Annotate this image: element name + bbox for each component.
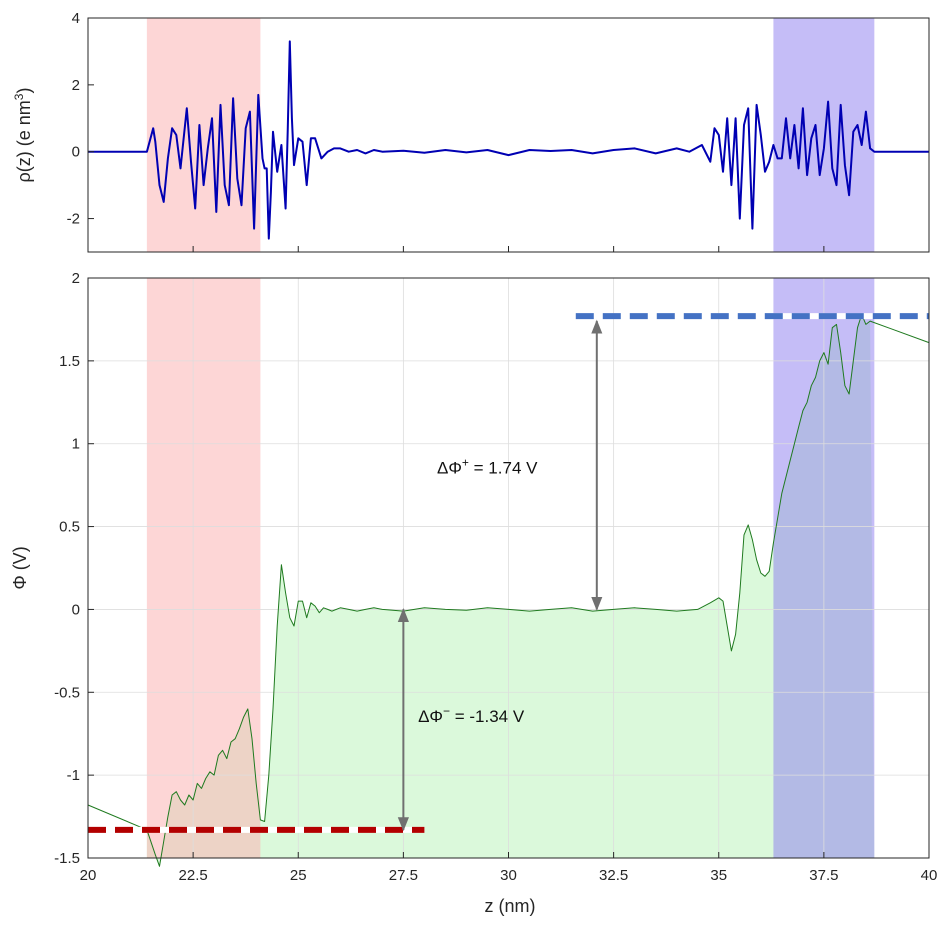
y-tick-label: 0.5 [59, 519, 80, 536]
x-tick-label: 40 [921, 867, 938, 884]
reference-lines [88, 313, 929, 833]
bottom-x-ticks: 20 22.5 25 27.5 30 32.5 35 37.5 40 [80, 852, 938, 884]
y-tick-label: 0 [72, 144, 80, 161]
annotation-delta-phi-plus: ΔΦ+ = 1.74 V [437, 456, 538, 478]
y-tick-label: 1 [72, 436, 80, 453]
y-tick-label: -2 [67, 211, 80, 228]
bottom-y-axis-label: Φ (V) [10, 546, 30, 589]
y-tick-label: 1.5 [59, 353, 80, 370]
top-series [88, 40, 929, 240]
y-tick-label: 0 [72, 601, 80, 618]
top-y-axis-label-sup: 3 [12, 93, 26, 100]
x-tick-label: 35 [710, 867, 727, 884]
bottom-x-axis-label: z (nm) [485, 896, 536, 916]
x-tick-label: 20 [80, 867, 97, 884]
annotation-minus-pre: ΔΦ [418, 707, 443, 726]
top-bands [146, 18, 875, 252]
highlight-band-1 [773, 18, 875, 252]
highlight-band-0 [146, 278, 261, 858]
series-line-0 [87, 314, 930, 867]
bottom-fill-region [146, 314, 875, 867]
annotation-plus-sup: + [462, 456, 469, 470]
bottom-series [87, 314, 930, 867]
potential-fill-area [146, 314, 875, 867]
y-tick-label: 2 [72, 77, 80, 94]
bottom-panel: -1.5 -1 -0.5 0 0.5 1 1.5 2 20 22.5 25 27.5 30 32.5 35… [10, 270, 937, 916]
x-tick-label: 30 [500, 867, 517, 884]
annotation-plus-pre: ΔΦ [437, 459, 462, 478]
series-line-0 [88, 40, 929, 240]
top-y-axis-label-pre: ρ(z) (e nm [14, 100, 34, 182]
y-tick-label: 2 [72, 270, 80, 287]
annotation-plus-post: = 1.74 V [469, 459, 538, 478]
top-y-ticks: -2 0 2 4 [67, 10, 930, 252]
bottom-y-ticks: -1.5 -1 -0.5 0 0.5 1 1.5 2 [54, 270, 94, 867]
x-tick-label: 22.5 [179, 867, 208, 884]
y-tick-label: 4 [72, 10, 80, 27]
y-tick-label: -1.5 [54, 850, 80, 867]
y-tick-label: -0.5 [54, 684, 80, 701]
x-tick-label: 32.5 [599, 867, 628, 884]
top-y-axis-label: ρ(z) (e nm3) [12, 88, 34, 183]
annotation-minus-post: = -1.34 V [450, 707, 525, 726]
arrows [397, 319, 603, 832]
top-panel: -2 0 2 4 ρ(z) (e nm3) [12, 10, 930, 253]
annotation-delta-phi-minus: ΔΦ− = -1.34 V [418, 704, 525, 726]
top-y-axis-label-post: ) [14, 88, 34, 94]
highlight-band-0 [146, 18, 261, 252]
x-tick-label: 27.5 [389, 867, 418, 884]
x-tick-label: 25 [290, 867, 307, 884]
x-tick-label: 37.5 [809, 867, 838, 884]
y-tick-label: -1 [67, 767, 80, 784]
annotation-minus-sup: − [443, 704, 450, 718]
